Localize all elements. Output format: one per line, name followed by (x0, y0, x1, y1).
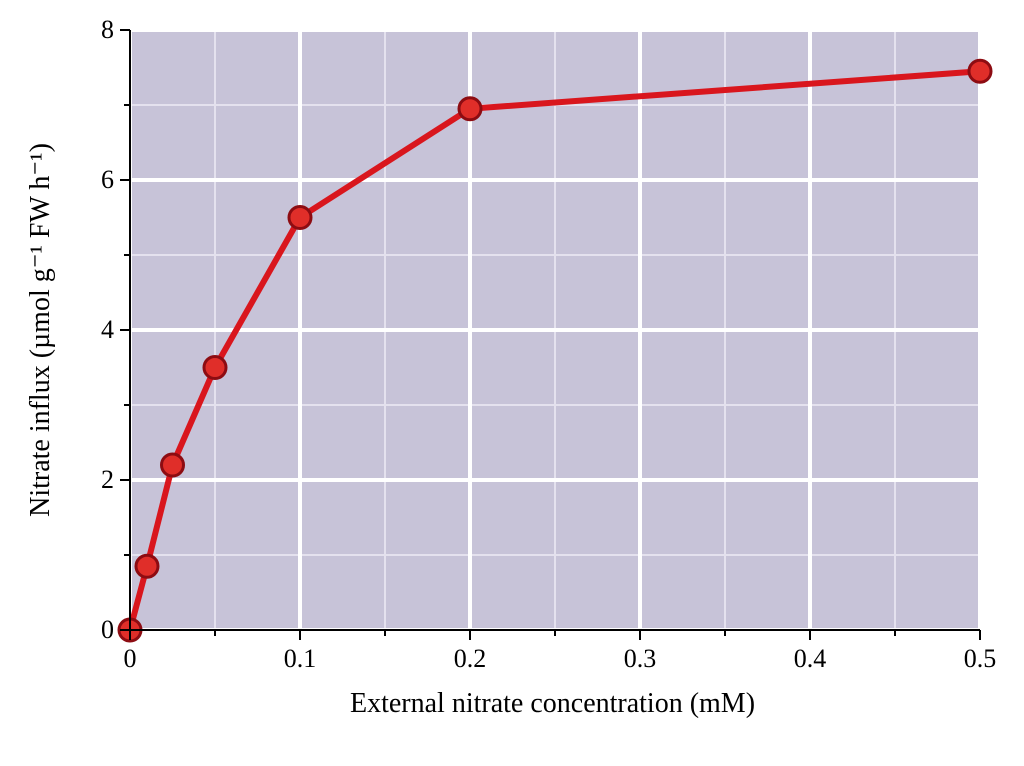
y-tick-label: 0 (84, 615, 114, 645)
y-tick-label: 6 (84, 165, 114, 195)
x-tick-label: 0 (124, 644, 137, 674)
y-tick-label: 4 (84, 315, 114, 345)
y-tick-label: 8 (84, 15, 114, 45)
x-axis-label: External nitrate concentration (mM) (350, 688, 755, 720)
y-tick-label: 2 (84, 465, 114, 495)
x-tick-label: 0.5 (964, 644, 997, 674)
plot-area (130, 30, 980, 630)
x-tick-label: 0.4 (794, 644, 827, 674)
x-tick-label: 0.3 (624, 644, 657, 674)
chart-container: Nitrate influx (µmol g⁻¹ FW h⁻¹) Externa… (0, 0, 1024, 766)
plot-svg (130, 30, 980, 630)
x-tick-label: 0.2 (454, 644, 487, 674)
x-tick-label: 0.1 (284, 644, 317, 674)
y-axis-label: Nitrate influx (µmol g⁻¹ FW h⁻¹) (23, 143, 57, 517)
